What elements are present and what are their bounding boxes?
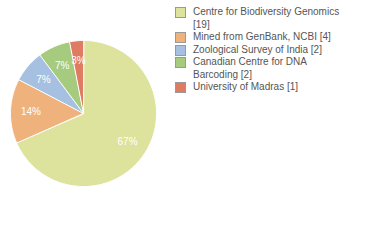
svg-text:7%: 7% [55, 60, 70, 71]
html-text:Centre for Biodiversity Genomi: Centre for Biodiversity Genomics [19] [193, 6, 340, 30]
html-text:Zoological Survey of India [2]: Zoological Survey of India [2] [193, 43, 322, 55]
html-text:Canadian Centre for DNA Barcod: Canadian Centre for DNA Barcoding [2] [193, 56, 307, 80]
html-text:Mined from GenBank, NCBI [4]: Mined from GenBank, NCBI [4] [193, 31, 331, 42]
svg-text:14%: 14% [21, 106, 41, 117]
html-text:University of Madras [1]: University of Madras [1] [193, 81, 298, 92]
svg-text:7%: 7% [36, 74, 51, 85]
svg-text:3%: 3% [71, 55, 86, 66]
svg-text:67%: 67% [118, 136, 138, 147]
